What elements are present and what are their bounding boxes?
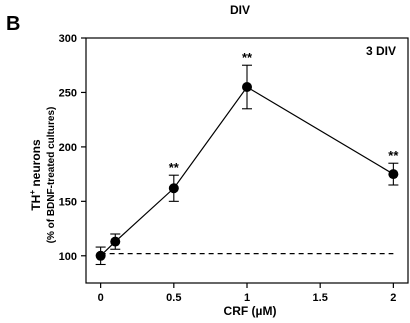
x-tick-label-1: 0.5 (166, 292, 181, 304)
panel-label: B (6, 13, 20, 35)
significance-label-4: ** (388, 148, 399, 163)
x-tick-label-4: 2 (390, 292, 396, 304)
data-point-4 (388, 169, 399, 180)
significance-label-2: ** (169, 160, 180, 175)
data-point-0 (95, 250, 106, 261)
y-axis-label: TH+ neurons (% of BDNF-treated cultures) (28, 107, 57, 244)
data-point-2 (168, 183, 179, 194)
y-axis-label-line2: (% of BDNF-treated cultures) (46, 107, 57, 244)
x-axis-label: CRF (µM) (224, 304, 277, 318)
top-caption: DIV (230, 3, 250, 17)
data-point-1 (110, 236, 121, 247)
data-point-3 (242, 82, 252, 92)
y-axis-label-rest: neurons (29, 139, 43, 190)
y-tick-label-0: 100 (59, 251, 77, 263)
y-tick-label-1: 150 (59, 196, 77, 208)
x-tick-label-0: 0 (98, 292, 104, 304)
y-tick-label-3: 250 (59, 87, 77, 99)
x-tick-label-2: 1 (244, 292, 250, 304)
annotation-3-div: 3 DIV (366, 44, 396, 58)
svg-text:TH+ neurons: TH+ neurons (28, 139, 43, 211)
series-line (100, 86, 394, 257)
x-tick-label-3: 1.5 (313, 292, 328, 304)
y-axis-label-main: TH (29, 195, 43, 211)
plot-area: 0 0.5 1 1.5 2 100 150 200 250 300 ** ** ** (59, 33, 409, 304)
y-axis-label-sup: + (28, 190, 37, 195)
y-tick-label-4: 300 (59, 33, 77, 45)
significance-label-3: ** (242, 50, 253, 65)
y-tick-label-2: 200 (59, 142, 77, 154)
